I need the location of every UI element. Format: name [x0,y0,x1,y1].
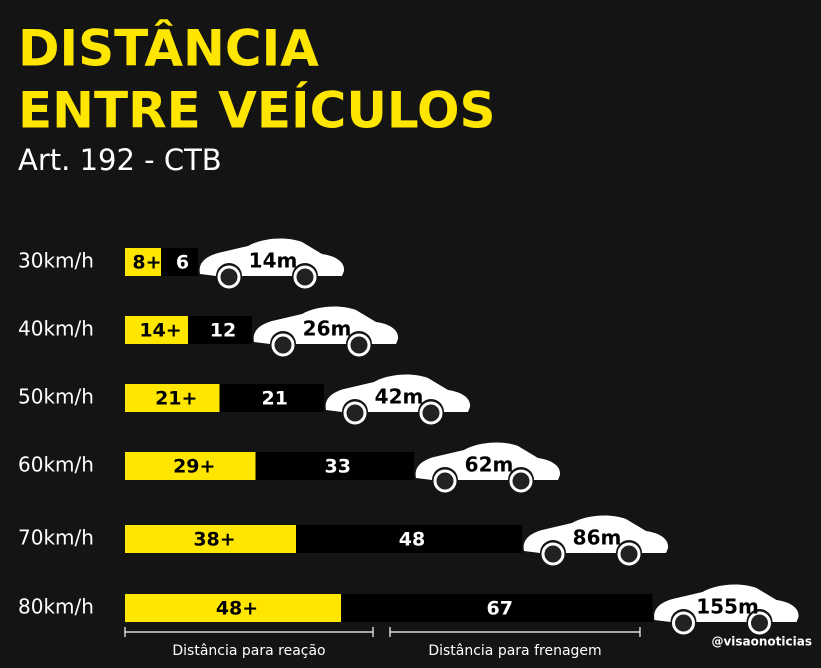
car-wheel [347,333,371,357]
reaction-bar [125,594,353,622]
car-wheel [748,611,771,635]
car-wheel [672,611,695,635]
car-wheel [541,542,565,566]
category-label: 50km/h [18,385,94,409]
bar-label: 48 [399,529,425,551]
car-wheel [419,401,443,425]
category-label: 30km/h [18,249,94,273]
reaction-bar [125,525,308,553]
total-label: 14m [249,249,298,273]
car-wheel [217,265,241,289]
car [654,584,799,635]
braking-bar [341,594,653,622]
total-label: 86m [573,526,622,550]
bar-label: 33 [325,456,351,478]
car-body [199,238,345,276]
title-line: ENTRE VEÍCULOS [18,81,496,140]
car-wheel [271,333,295,357]
car [523,515,669,566]
braking-bar [296,525,522,553]
reaction-bar [125,384,232,412]
legend-label: Distância para frenagem [428,643,601,659]
bar-label: 21+ [155,388,197,410]
braking-bar [161,248,198,276]
total-label: 42m [375,385,424,409]
car-wheel [617,542,641,566]
legend-label: Distância para reação [172,643,325,659]
bar-label: 14+ [139,320,181,342]
braking-bar [188,316,252,344]
car [325,374,471,425]
subtitle: Art. 192 - CTB [18,143,222,177]
total-label: 155m [696,595,759,619]
bar-label: 67 [487,598,513,620]
car-body [654,584,799,622]
car-body [415,442,561,480]
car-body [325,374,471,412]
braking-bar [255,452,414,480]
car-wheel [293,265,317,289]
bar-label: 21 [262,388,288,410]
bar-label: 8+ [132,252,161,274]
car [253,306,399,357]
car-wheel [433,469,457,493]
car-body [253,306,399,344]
car [199,238,345,289]
car-wheel [343,401,367,425]
car-body [523,515,669,553]
total-label: 62m [465,453,514,477]
reaction-bar [125,452,268,480]
bar-label: 29+ [173,456,215,478]
total-label: 26m [303,317,352,341]
category-label: 40km/h [18,317,94,341]
bar-label: 12 [210,320,236,342]
car-wheel [509,469,533,493]
category-label: 60km/h [18,453,94,477]
braking-bar [219,384,324,412]
reaction-bar [125,316,200,344]
category-label: 80km/h [18,595,94,619]
bar-label: 38+ [193,529,235,551]
title-line: DISTÂNCIA [18,19,319,78]
credit: @visaonoticias [711,635,812,649]
category-label: 70km/h [18,526,94,550]
bar-label: 48+ [216,598,258,620]
bar-label: 6 [176,252,189,274]
car [415,442,561,493]
